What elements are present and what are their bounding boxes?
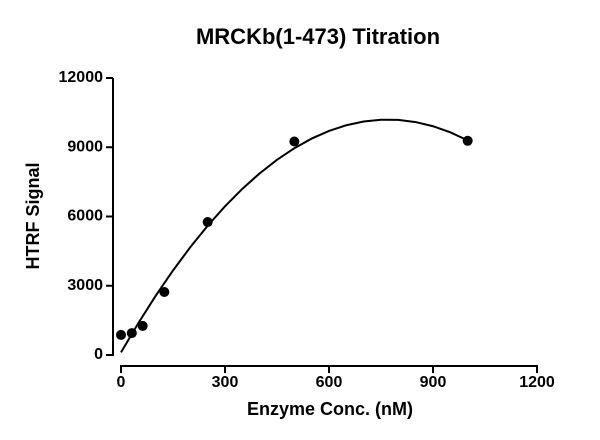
y-tick-label: 9000	[67, 138, 103, 155]
x-tick-label: 0	[117, 374, 126, 391]
y-tick-label: 3000	[67, 277, 103, 294]
x-tick-label: 1200	[519, 374, 555, 391]
data-point	[159, 286, 170, 297]
data-point	[137, 320, 148, 331]
x-tick-label: 900	[420, 374, 447, 391]
x-axis-title: Enzyme Conc. (nM)	[247, 399, 413, 419]
data-point	[202, 217, 213, 228]
data-point	[126, 328, 137, 339]
data-point	[116, 329, 126, 340]
chart-title: MRCKb(1-473) Titration	[196, 24, 440, 49]
data-point	[289, 136, 300, 147]
y-tick-label: 6000	[67, 208, 103, 225]
y-tick-label: 0	[94, 346, 103, 363]
fit-curve	[120, 118, 469, 353]
x-tick-label: 300	[212, 374, 239, 391]
y-tick-label: 12000	[59, 69, 104, 86]
x-tick-label: 600	[316, 374, 343, 391]
data-point	[462, 135, 473, 146]
y-axis-title: HTRF Signal	[23, 163, 43, 270]
